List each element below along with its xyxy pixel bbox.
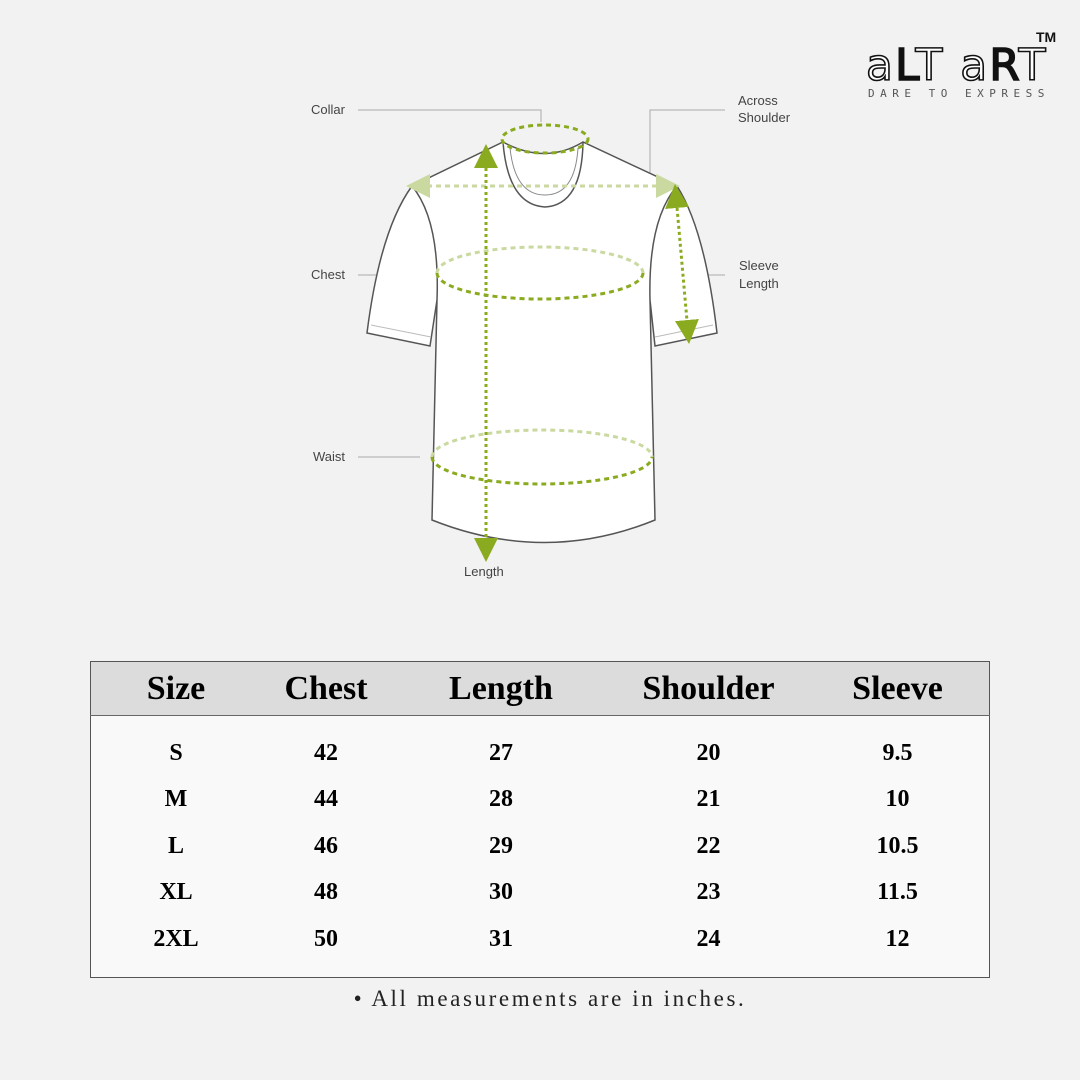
label-across-shoulder-1: Across: [738, 93, 778, 108]
table-cell: 44: [314, 786, 338, 813]
table-cell: 20: [696, 739, 721, 766]
table-row: L 46 29 22 10.5: [91, 823, 990, 870]
table-cell: L: [167, 832, 184, 859]
table-row: XL 48 30 23 11.5: [91, 870, 990, 917]
table-cell: M: [164, 786, 188, 813]
table-row: S 42 27 20 9.5: [91, 716, 990, 777]
table-cell: 21: [696, 786, 721, 813]
tshirt-measurement-diagram: Collar Across Shoulder Chest Sleeve Leng…: [311, 93, 791, 579]
table-cell: 12: [885, 925, 910, 952]
label-chest: Chest: [311, 267, 345, 282]
measurement-guides: [406, 123, 699, 562]
table-cell: 48: [314, 879, 338, 906]
label-waist: Waist: [313, 449, 345, 464]
label-across-shoulder-2: Shoulder: [738, 110, 791, 125]
table-cell: 10: [885, 786, 910, 813]
brand-logo: aLT aRT TM DARE TO EXPRESS: [866, 30, 1056, 100]
table-cell: 23: [696, 879, 721, 906]
table-cell: 9.5: [882, 739, 913, 766]
table-cell: 27: [489, 739, 513, 766]
table-cell: S: [169, 739, 183, 766]
label-length: Length: [464, 564, 504, 579]
table-cell: 10.5: [876, 832, 919, 859]
table-header-row: Size Chest Length Shoulder Sleeve: [90, 661, 990, 716]
header-sleeve: Sleeve: [852, 669, 943, 707]
table-cell: 42: [314, 739, 338, 766]
svg-text:aLT aRT: aLT aRT: [866, 40, 1048, 91]
header-size: Size: [146, 669, 206, 707]
table-cell: 2XL: [153, 925, 199, 952]
label-sleeve-length-2: Length: [739, 276, 779, 291]
header-chest: Chest: [284, 669, 368, 707]
label-collar: Collar: [311, 102, 346, 117]
table-cell: XL: [159, 879, 193, 906]
table-cell: 29: [489, 832, 513, 859]
measurement-note: • All measurements are in inches.: [353, 986, 747, 1011]
svg-text:TM: TM: [1036, 30, 1056, 45]
table-cell: 11.5: [877, 879, 918, 906]
table-cell: 22: [696, 832, 721, 859]
size-chart-table: Size Chest Length Shoulder Sleeve S 42 27 2…: [90, 661, 990, 978]
label-sleeve-length-1: Sleeve: [739, 258, 779, 273]
header-shoulder: Shoulder: [642, 669, 775, 707]
table-cell: 28: [489, 786, 513, 813]
table-cell: 30: [489, 879, 513, 906]
tshirt-outline: [366, 141, 718, 544]
table-cell: 31: [489, 925, 513, 952]
table-row: 2XL 50 31 24 12: [91, 916, 990, 977]
table-row: M 44 28 21 10: [91, 777, 990, 824]
table-cell: 24: [696, 925, 721, 952]
table-cell: 50: [314, 925, 338, 952]
table-cell: 46: [314, 832, 338, 859]
svg-text:DARE TO EXPRESS: DARE TO EXPRESS: [868, 87, 1050, 100]
header-length: Length: [449, 669, 553, 707]
